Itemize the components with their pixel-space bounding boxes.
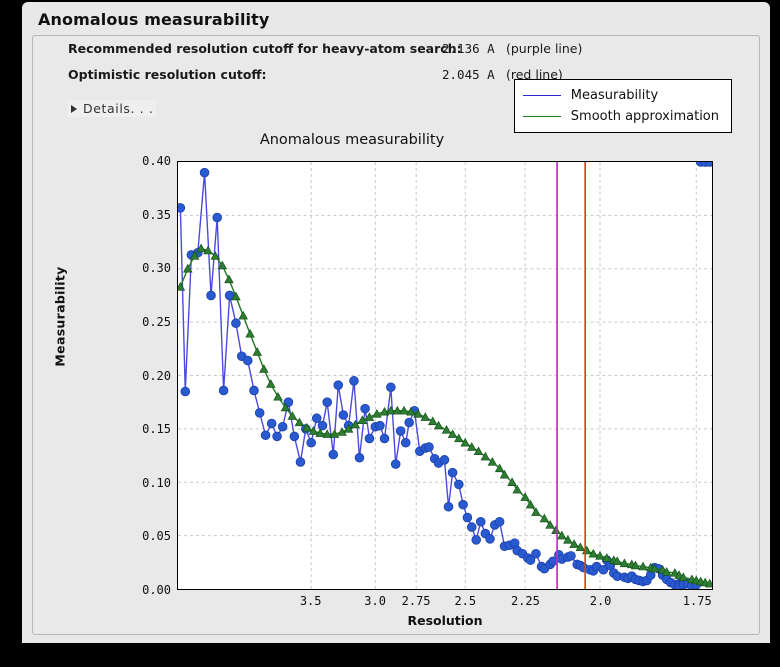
info-row-value: 2.136 A (442, 41, 495, 56)
y-tick-label: 0.00 (142, 583, 171, 597)
info-row-label: Optimistic resolution cutoff: (68, 67, 267, 82)
info-summary: Recommended resolution cutoff for heavy-… (33, 36, 759, 88)
x-tick-label: 1.75 (682, 594, 712, 608)
x-tick-label: 2.75 (401, 594, 431, 608)
y-tick-label: 0.40 (142, 154, 171, 168)
legend-item-measurability: Measurability (522, 85, 719, 106)
x-tick-label: 2.25 (510, 594, 540, 608)
content-panel: Recommended resolution cutoff for heavy-… (32, 35, 760, 635)
chart-title-row: Anomalous measurability (57, 132, 735, 148)
legend-swatch-green-icon (522, 116, 561, 117)
plot-canvas (178, 162, 712, 589)
details-disclosure-button[interactable]: Details. . . (68, 100, 157, 117)
disclosure-triangle-right-icon (71, 104, 77, 113)
x-tick-label: 2.5 (454, 594, 477, 608)
y-tick-label: 0.30 (142, 261, 171, 276)
info-row: Recommended resolution cutoff for heavy-… (33, 36, 759, 62)
x-tick-label: 3.0 (364, 594, 386, 608)
window-title: Anomalous measurability (38, 10, 270, 29)
y-tick-label: 0.10 (142, 475, 171, 490)
chart-container: Anomalous measurability Measurability Sm… (53, 79, 735, 628)
legend-item-smooth-approximation: Smooth approximation (522, 106, 719, 127)
info-row-label: Recommended resolution cutoff for heavy-… (68, 41, 462, 56)
chart-legend: Measurability Smooth approximation (513, 79, 732, 133)
y-tick-label: 0.25 (142, 314, 171, 329)
legend-label: Measurability (570, 88, 659, 103)
anomalous-measurability-window: Anomalous measurability Recommended reso… (22, 2, 770, 643)
y-axis-ticks: 0.00 0.05 0.10 0.15 0.20 0.25 0.30 0.35 0.40 (123, 154, 171, 597)
y-tick-label: 0.05 (142, 529, 171, 544)
legend-swatch-blue-icon (522, 95, 561, 96)
chart-title: Anomalous measurability (259, 132, 445, 148)
details-label: Details. . . (83, 101, 154, 116)
y-tick-label: 0.35 (142, 207, 171, 222)
info-row-note: (purple line) (506, 41, 583, 56)
info-row: Optimistic resolution cutoff: 2.045 A (r… (33, 62, 759, 88)
legend-label: Smooth approximation (570, 109, 719, 124)
x-axis-label: Resolution (407, 613, 483, 628)
info-row-note: (red line) (506, 67, 563, 82)
y-tick-label: 0.20 (142, 368, 171, 383)
y-axis-label: Measurability (52, 266, 68, 367)
x-axis-ticks: 3.5 3.0 2.75 2.5 2.25 2.0 1.75 (177, 594, 713, 612)
info-row-value: 2.045 A (442, 67, 495, 82)
y-tick-label: 0.15 (142, 422, 171, 437)
x-tick-label: 3.5 (299, 594, 322, 608)
x-tick-label: 2.0 (589, 594, 612, 608)
plot-axes (177, 161, 713, 590)
